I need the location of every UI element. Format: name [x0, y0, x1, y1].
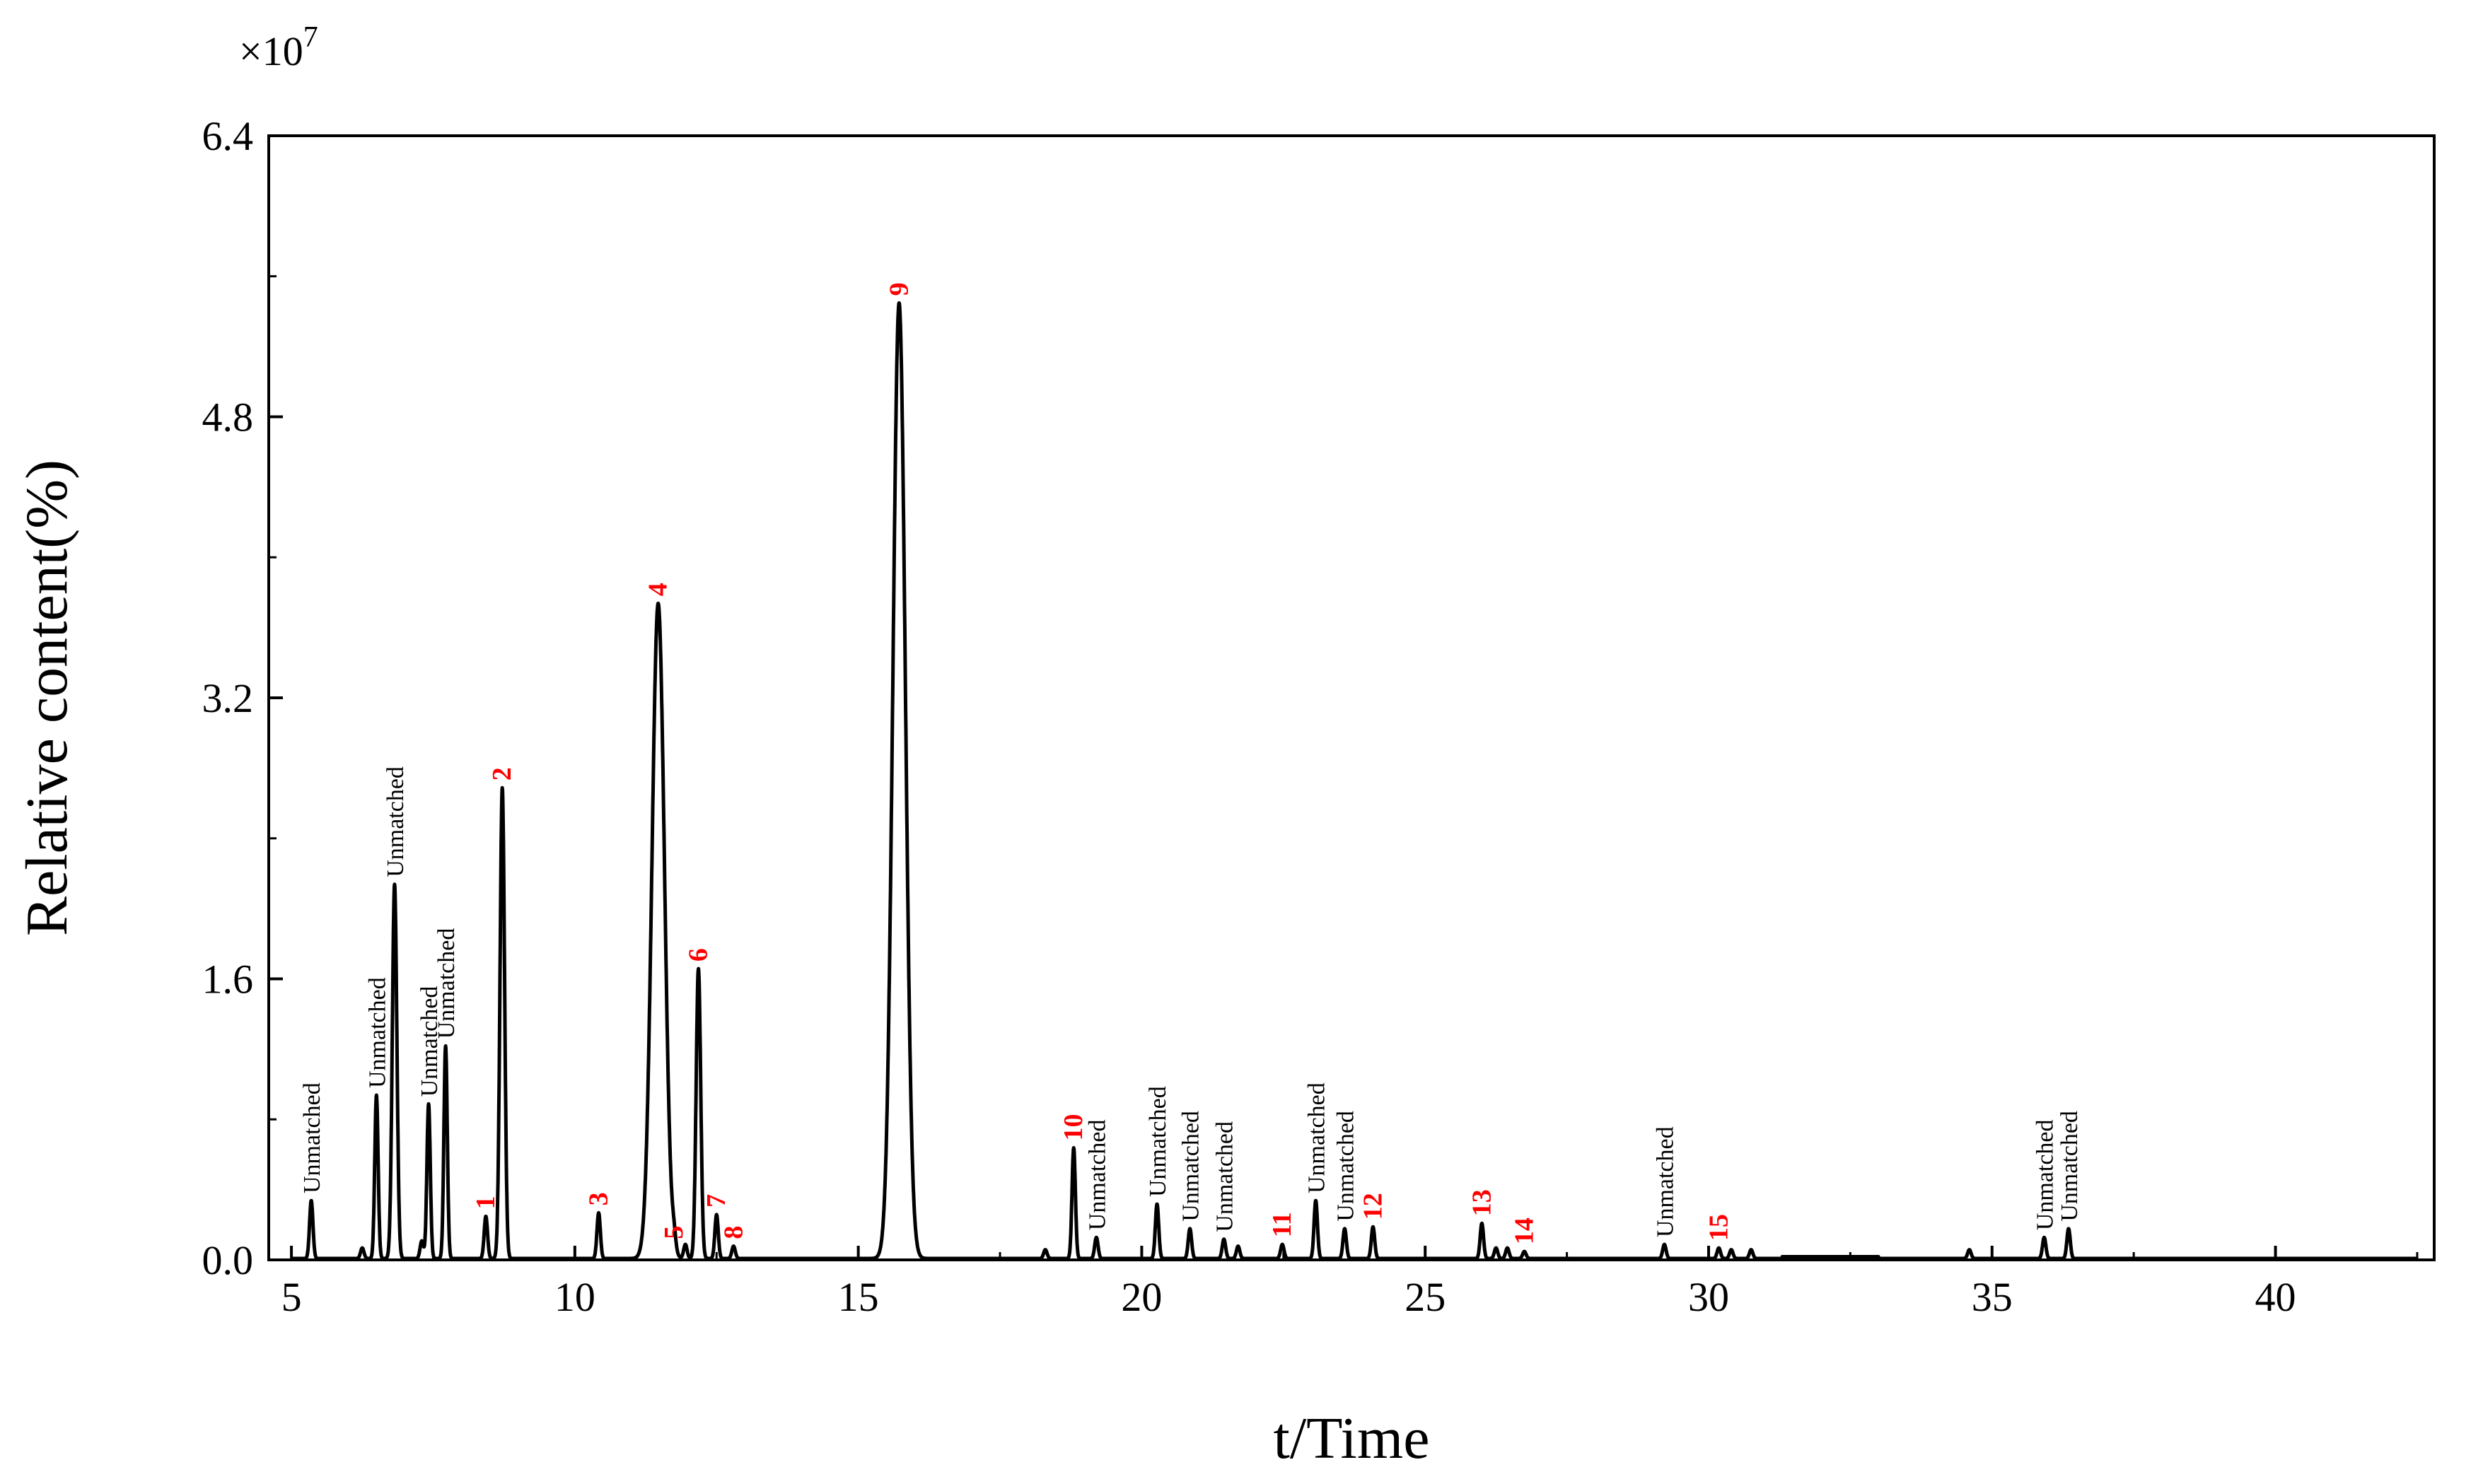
peak-unmatched-label: Unmatched [364, 977, 390, 1088]
chromatogram-line [289, 301, 2419, 1261]
peak-number-label: 4 [644, 583, 673, 596]
peak-number-label: 5 [659, 1226, 689, 1239]
peak-annotations: UnmatchedUnmatchedUnmatchedUnmatchedUnma… [299, 283, 2083, 1245]
peak-number-label: 2 [487, 767, 517, 781]
peak-number-label: 14 [1510, 1217, 1540, 1244]
plot-frame [267, 134, 2436, 1261]
x-tick-label: 25 [1405, 1274, 1446, 1320]
x-tick-label: 35 [1972, 1274, 2013, 1320]
peak-unmatched-label: Unmatched [299, 1082, 325, 1193]
peak-unmatched-label: Unmatched [383, 766, 409, 877]
peak-unmatched-label: Unmatched [1178, 1111, 1204, 1222]
peak-unmatched-label: Unmatched [434, 928, 460, 1039]
peak-unmatched-label: Unmatched [1145, 1086, 1171, 1197]
y-tick-label: 3.2 [202, 675, 254, 721]
peak-number-label: 9 [884, 283, 914, 296]
x-axis-title: t/Time [1274, 1406, 1430, 1471]
peak-number-label: 3 [584, 1192, 614, 1205]
peak-number-label: 10 [1059, 1114, 1088, 1141]
y-tick-label: 0.0 [202, 1237, 254, 1283]
peak-unmatched-label: Unmatched [1084, 1119, 1110, 1230]
peak-unmatched-label: Unmatched [417, 986, 443, 1097]
peak-unmatched-label: Unmatched [2057, 1111, 2083, 1222]
peak-number-label: 11 [1267, 1212, 1297, 1237]
peak-number-label: 8 [719, 1226, 748, 1239]
x-axis-ticks: 5 10 15 20 25 30 35 40 [281, 1246, 2419, 1320]
y-tick-label: 6.4 [202, 113, 254, 159]
peak-number-label: 6 [684, 948, 714, 962]
x-tick-label: 40 [2255, 1274, 2296, 1320]
x-tick-label: 5 [281, 1274, 302, 1320]
peak-number-label: 15 [1704, 1214, 1733, 1241]
y-multiplier: ×107 [239, 21, 318, 74]
x-tick-label: 30 [1688, 1274, 1729, 1320]
y-tick-label: 4.8 [202, 395, 254, 440]
peak-number-label: 7 [702, 1194, 731, 1208]
y-axis-ticks: 0.0 1.6 3.2 4.8 6.4 [202, 113, 283, 1283]
y-multiplier-exponent: 7 [303, 21, 318, 54]
peak-unmatched-label: Unmatched [1304, 1082, 1330, 1193]
peak-number-label: 1 [471, 1196, 501, 1209]
y-axis-title: Relative content(%) [14, 460, 80, 936]
y-tick-label: 1.6 [202, 957, 254, 1003]
peak-unmatched-label: Unmatched [1212, 1121, 1238, 1232]
x-tick-label: 15 [838, 1274, 879, 1320]
peak-unmatched-label: Unmatched [1653, 1126, 1679, 1237]
peak-unmatched-label: Unmatched [2033, 1119, 2059, 1230]
x-tick-label: 10 [554, 1274, 595, 1320]
peak-unmatched-label: Unmatched [1332, 1111, 1359, 1222]
peak-number-label: 13 [1467, 1189, 1496, 1216]
peak-number-label: 12 [1359, 1193, 1388, 1220]
x-tick-label: 20 [1121, 1274, 1162, 1320]
